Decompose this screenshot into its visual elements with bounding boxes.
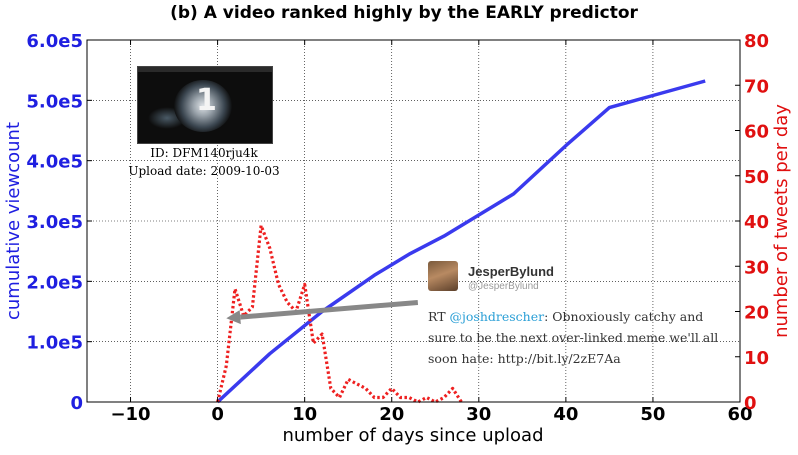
tweet-avatar [428, 261, 458, 291]
tweet-text: RT @joshdrescher: Obnoxiously catchy and… [428, 306, 733, 369]
thumbnail-disc [174, 80, 232, 132]
series-layer [216, 79, 706, 404]
y-left-ticks: 0 1.0e5 2.0e5 3.0e5 4.0e5 5.0e5 6.0e5 [26, 31, 92, 414]
y-left-tick-label: 2.0e5 [26, 272, 83, 293]
y-right-tick-label: 70 [744, 76, 769, 97]
tweet-text-prefix: RT [428, 309, 450, 324]
tweets-per-day-line [216, 223, 463, 404]
y-right-axis-label: number of tweets per day [771, 104, 792, 338]
video-thumbnail: 1 [137, 66, 273, 144]
x-tick-label: 30 [466, 404, 491, 425]
y-left-tick-label: 1.0e5 [26, 333, 83, 354]
tweet-author-handle: @JesperBylund [468, 281, 539, 292]
cumulative-viewcount-line [216, 79, 706, 404]
y-right-tick-label: 10 [744, 348, 769, 369]
y-left-axis-label: cumulative viewcount [3, 122, 24, 320]
y-right-tick-label: 50 [744, 167, 769, 188]
y-right-tick-label: 30 [744, 257, 769, 278]
y-left-tick-label: 5.0e5 [26, 91, 83, 112]
y-left-tick-label: 0 [70, 393, 83, 414]
thumbnail-player-bar [138, 67, 272, 72]
y-right-tick-label: 60 [744, 122, 769, 143]
y-right-tick-label: 80 [744, 31, 769, 52]
arrow-layer [226, 299, 419, 325]
x-tick-label: 40 [553, 404, 578, 425]
y-left-tick-label: 3.0e5 [26, 212, 83, 233]
chart-title: (b) A video ranked highly by the EARLY p… [170, 3, 638, 23]
video-id-label: ID: DFM140rju4k [150, 146, 258, 160]
x-tick-label: −10 [110, 404, 150, 425]
y-right-ticks: 0 10 20 30 40 50 60 70 80 [735, 31, 769, 414]
x-tick-label: 10 [292, 404, 317, 425]
x-axis-label: number of days since upload [282, 425, 543, 446]
thumbnail-number: 1 [196, 83, 217, 118]
x-tick-label: 50 [640, 404, 665, 425]
y-right-tick-label: 0 [744, 393, 757, 414]
tweet-author-name: JesperBylund [468, 264, 554, 279]
video-upload-date-label: Upload date: 2009-10-03 [128, 164, 280, 178]
y-left-tick-label: 6.0e5 [26, 31, 83, 52]
y-left-tick-label: 4.0e5 [26, 152, 83, 173]
x-tick-label: 60 [727, 404, 752, 425]
tweet-text-body: : Obnoxiously catchy and sure to be the … [428, 309, 719, 366]
tweet-mention-link[interactable]: @joshdrescher [449, 309, 545, 324]
x-tick-label: 20 [379, 404, 404, 425]
x-tick-label: 0 [211, 404, 224, 425]
annotation-arrow-shaft [240, 299, 419, 320]
y-right-tick-label: 40 [744, 212, 769, 233]
x-ticks: −10 0 10 20 30 40 50 60 [110, 40, 753, 425]
annotation-arrow-head [226, 310, 241, 325]
y-right-tick-label: 20 [744, 303, 769, 324]
